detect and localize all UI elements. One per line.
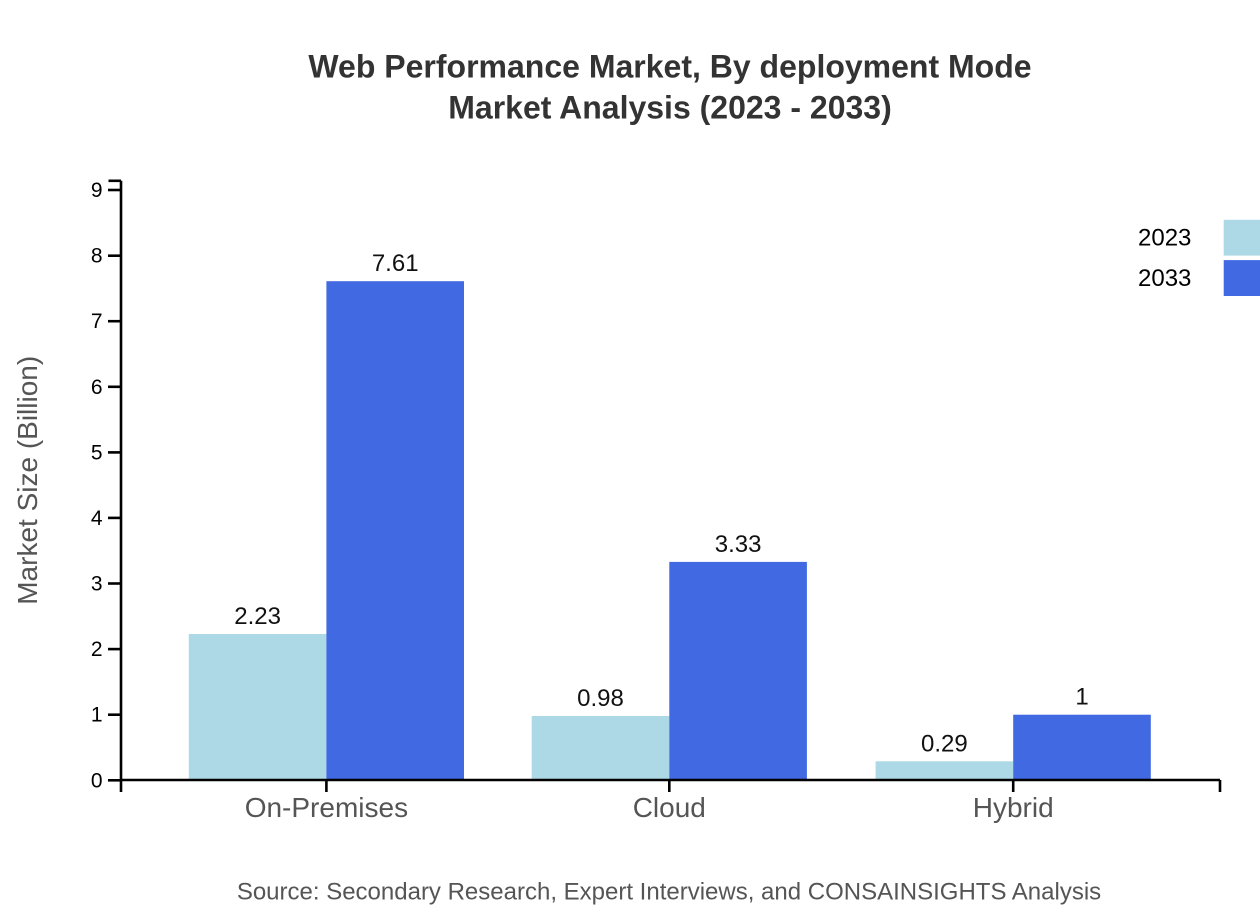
svg-text:6: 6 <box>91 376 103 399</box>
svg-text:0: 0 <box>91 769 103 792</box>
svg-text:2: 2 <box>91 638 103 661</box>
svg-text:7.61: 7.61 <box>372 250 419 277</box>
svg-text:Hybrid: Hybrid <box>973 792 1054 823</box>
svg-text:2033: 2033 <box>1138 265 1191 292</box>
svg-text:4: 4 <box>91 507 103 530</box>
svg-text:On-Premises: On-Premises <box>245 792 408 823</box>
svg-text:1: 1 <box>1075 684 1088 711</box>
svg-text:8: 8 <box>91 245 103 268</box>
svg-text:3.33: 3.33 <box>715 531 762 558</box>
svg-text:Market Size (Billion): Market Size (Billion) <box>12 356 43 605</box>
svg-text:Market Analysis (2023 - 2033): Market Analysis (2023 - 2033) <box>448 90 892 126</box>
svg-text:3: 3 <box>91 573 103 596</box>
svg-text:Cloud: Cloud <box>633 792 706 823</box>
svg-text:5: 5 <box>91 441 103 464</box>
svg-text:Source: Secondary Research, Ex: Source: Secondary Research, Expert Inter… <box>237 878 1101 905</box>
svg-text:Web Performance Market, By dep: Web Performance Market, By deployment Mo… <box>308 49 1031 85</box>
svg-text:7: 7 <box>91 310 103 333</box>
svg-text:0.98: 0.98 <box>577 685 624 712</box>
svg-text:2.23: 2.23 <box>234 603 281 630</box>
svg-text:2023: 2023 <box>1138 225 1191 252</box>
svg-text:1: 1 <box>91 704 103 727</box>
svg-text:0.29: 0.29 <box>921 730 968 757</box>
svg-text:9: 9 <box>91 179 103 202</box>
